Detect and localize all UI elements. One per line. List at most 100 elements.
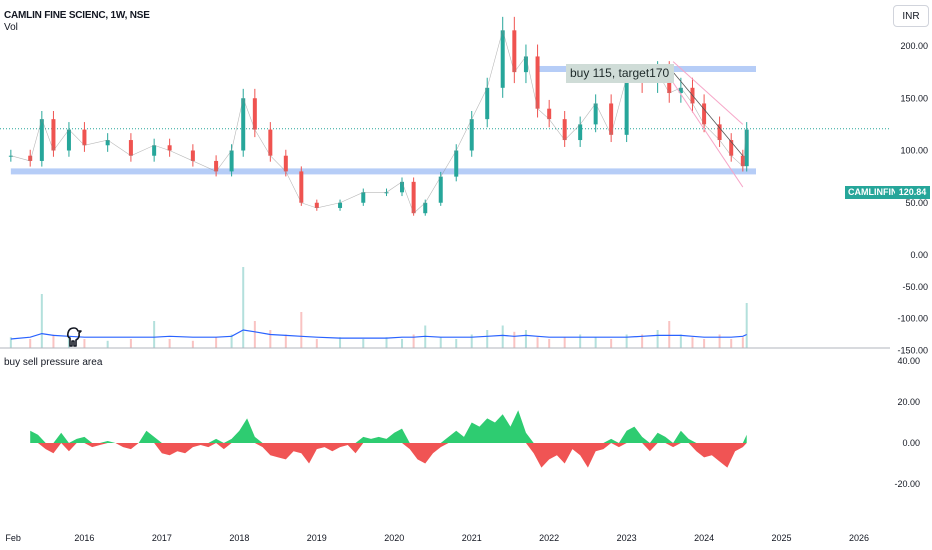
volume-bar — [679, 334, 682, 348]
channel-midline — [672, 71, 744, 156]
indicator-axis-tick: 40.00 — [897, 356, 920, 366]
volume-bar — [29, 339, 32, 348]
volume-bar — [153, 321, 156, 348]
price-candle — [702, 103, 707, 125]
indicator-axis-tick: -20.00 — [894, 479, 920, 489]
price-candle — [438, 176, 443, 203]
price-axis-tick: 0.00 — [910, 250, 928, 260]
indicator-axis-tick: 20.00 — [897, 397, 920, 407]
price-candle — [512, 30, 517, 73]
price-candle — [229, 150, 234, 172]
price-candle — [523, 56, 528, 73]
volume-bar — [486, 330, 489, 348]
price-candle — [82, 129, 87, 146]
volume-label: Vol — [4, 22, 18, 33]
price-candle — [8, 155, 13, 157]
time-axis-tick: 2021 — [462, 533, 482, 543]
volume-bar — [412, 334, 415, 348]
time-axis-tick: 2026 — [849, 533, 869, 543]
currency-button[interactable]: INR — [893, 5, 929, 27]
volume-bar — [9, 337, 12, 348]
time-axis-tick: 2019 — [307, 533, 327, 543]
volume-bar — [215, 337, 218, 348]
price-candle — [214, 160, 219, 172]
price-candle — [299, 171, 304, 203]
price-candle — [167, 145, 172, 151]
price-candle — [66, 129, 71, 151]
volume-bar — [536, 337, 539, 348]
price-candle — [283, 155, 288, 172]
volume-bar — [470, 334, 473, 348]
time-axis-tick: 2016 — [74, 533, 94, 543]
price-candle — [562, 119, 567, 141]
price-candle — [469, 119, 474, 151]
price-candle — [423, 202, 428, 214]
volume-bar — [83, 339, 86, 348]
volume-bar — [524, 330, 527, 348]
time-axis-tick: 2023 — [617, 533, 637, 543]
time-axis-tick: 2024 — [694, 533, 714, 543]
price-candle — [744, 129, 749, 167]
price-candle — [609, 103, 614, 135]
volume-bar — [253, 321, 256, 348]
indicator-pane — [30, 410, 747, 468]
price-candle — [500, 30, 505, 88]
volume-bar — [230, 334, 233, 348]
price-candle — [190, 150, 195, 161]
time-axis-tick: Feb — [5, 533, 21, 543]
time-axis-tick: 2022 — [539, 533, 559, 543]
volume-bar — [439, 337, 442, 348]
chart-title: CAMLIN FINE SCIENC, 1W, NSE — [4, 10, 150, 21]
volume-bar — [339, 337, 342, 348]
volume-bar — [745, 303, 748, 348]
price-candle — [717, 124, 722, 141]
price-axis-tick: 100.00 — [900, 146, 928, 156]
annotation-callout[interactable]: buy 115, target170 — [566, 64, 675, 83]
volume-bar — [703, 339, 706, 348]
price-axis-tick: 200.00 — [900, 41, 928, 51]
volume-bar — [548, 339, 551, 348]
volume-bar — [641, 334, 644, 348]
indicator-axis-tick: 0.00 — [902, 438, 920, 448]
volume-bar — [610, 339, 613, 348]
tradingview-logo-icon — [66, 327, 82, 347]
price-candle — [593, 103, 598, 125]
price-candle — [485, 87, 490, 120]
price-candle — [152, 145, 157, 156]
price-axis-tick: 150.00 — [900, 93, 928, 103]
volume-bar — [129, 339, 132, 348]
price-candle — [241, 98, 246, 151]
price-candle — [28, 155, 33, 161]
price-candle — [39, 119, 44, 161]
volume-bar — [718, 334, 721, 348]
volume-bar — [594, 337, 597, 348]
pressure-area-up — [30, 410, 747, 443]
price-candle — [729, 140, 734, 156]
volume-bar — [579, 334, 582, 348]
price-pane — [0, 16, 890, 216]
volume-bar — [300, 312, 303, 348]
volume-bar — [362, 339, 365, 348]
price-candle — [361, 192, 366, 203]
volume-ma-line — [10, 329, 747, 340]
volume-bar — [563, 337, 566, 348]
price-candle — [338, 202, 343, 208]
time-axis-tick: 2025 — [772, 533, 792, 543]
price-candle — [624, 77, 629, 135]
price-candle — [51, 119, 56, 151]
time-axis-tick: 2017 — [152, 533, 172, 543]
price-line — [10, 29, 747, 214]
volume-bar — [730, 339, 733, 348]
price-candle — [105, 140, 110, 146]
time-axis-tick: 2018 — [229, 533, 249, 543]
price-candle — [547, 108, 552, 120]
indicator-title: buy sell pressure area — [4, 357, 103, 368]
price-candle — [411, 181, 416, 214]
price-candle — [400, 181, 405, 193]
volume-bar — [315, 339, 318, 348]
volume-bar — [52, 334, 55, 348]
volume-bar — [385, 337, 388, 348]
volume-bar — [284, 334, 287, 348]
